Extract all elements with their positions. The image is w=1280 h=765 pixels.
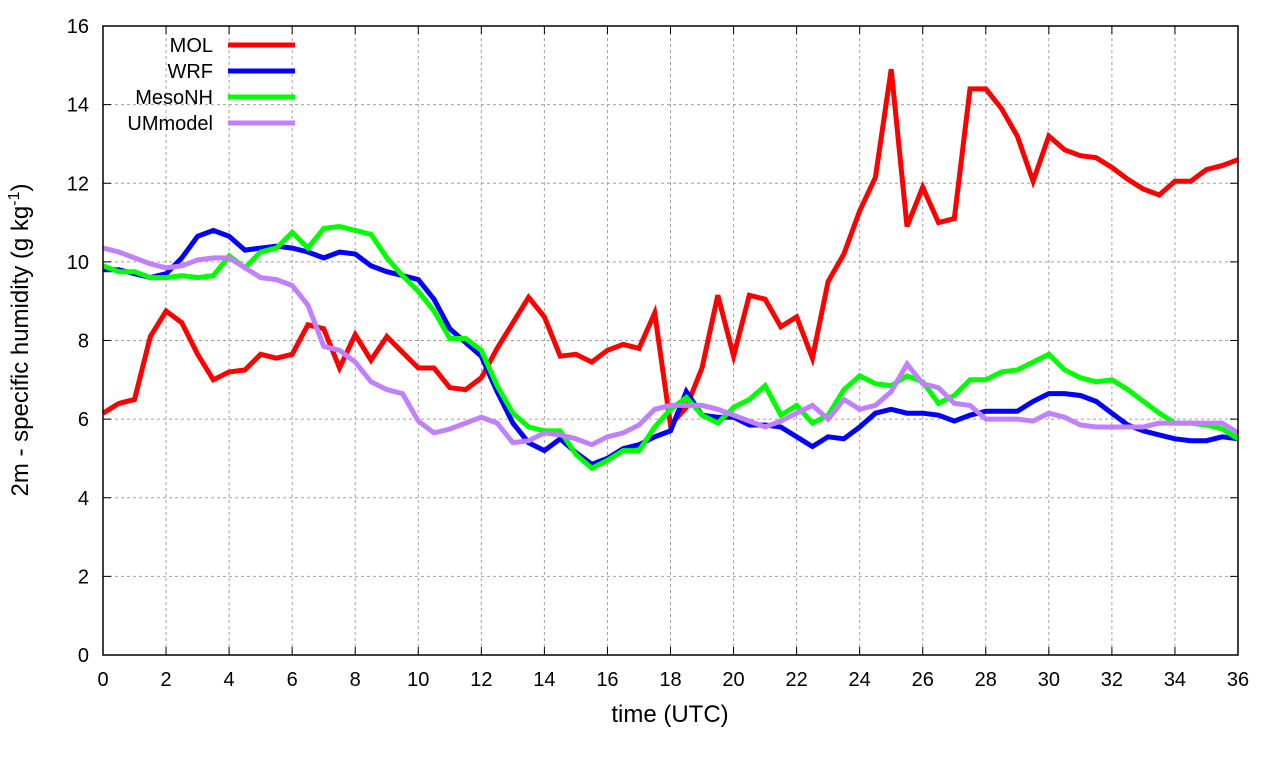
y-tick-label: 16 [67,16,89,38]
x-tick-label: 6 [287,669,298,691]
x-tick-label: 30 [1038,669,1060,691]
x-tick-label: 4 [224,669,235,691]
x-tick-label: 14 [533,669,555,691]
x-tick-label: 18 [659,669,681,691]
y-axis-label-exponent: -1 [6,191,23,205]
y-tick-label: 8 [78,331,89,353]
x-tick-label: 26 [912,669,934,691]
y-tick-label: 10 [67,252,89,274]
plot-frame [102,25,1239,656]
y-axis-label-close: ) [7,184,34,192]
x-tick-label: 36 [1227,669,1249,691]
x-tick-label: 22 [785,669,807,691]
legend-label-ummodel: UMmodel [127,113,213,135]
legend-label-mol: MOL [170,35,213,57]
x-tick-label: 12 [470,669,492,691]
y-axis-label: 2m - specific humidity (g kg-1) [6,184,34,497]
legend-label-wrf: WRF [167,61,213,83]
legend-label-mesonh: MesoNH [135,87,213,109]
grid [103,26,1238,655]
x-tick-label: 16 [596,669,618,691]
y-tick-label: 12 [67,173,89,195]
axis-ticks: 0 2 4 6 8 10 12 14 16 18 20 22 24 26 28 30 32 34 360246810… [67,16,1249,691]
y-tick-label: 4 [78,488,89,510]
series-line-ummodel [102,245,1240,448]
y-tick-label: 6 [78,409,89,431]
y-axis-label-main: 2m - specific humidity (g kg [7,206,34,497]
x-tick-label: 24 [849,669,871,691]
y-tick-label: 2 [78,566,89,588]
y-tick-label: 0 [78,645,89,667]
x-tick-label: 8 [350,669,361,691]
y-tick-label: 14 [67,95,89,117]
series-line-wrf [103,227,1239,468]
x-tick-label: 34 [1164,669,1186,691]
x-tick-label: 32 [1101,669,1123,691]
series-lines [101,68,1240,472]
x-tick-label: 10 [407,669,429,691]
x-tick-label: 2 [160,669,171,691]
x-axis-label: time (UTC) [611,701,728,728]
x-tick-label: 20 [722,669,744,691]
x-tick-label: 28 [975,669,997,691]
series-line-mesonh [102,223,1240,472]
x-tick-label: 0 [97,669,108,691]
legend: MOL WRF MesoNH UMmodel [127,35,295,135]
